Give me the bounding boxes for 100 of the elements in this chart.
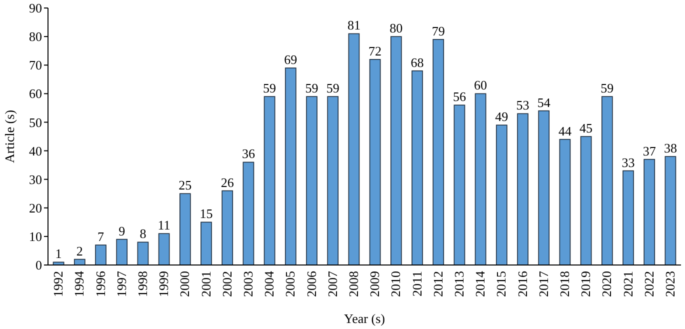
data-label: 59 [305,80,318,96]
x-tick-label: 2013 [451,271,466,297]
y-tick-label: 60 [29,86,42,102]
bar [559,138,571,266]
x-tick-label: 2014 [472,270,488,297]
x-tick-label: 2021 [620,271,636,297]
data-label: 9 [118,223,126,238]
x-tick-label: 2004 [262,270,277,297]
bar [432,39,444,266]
y-tick-label: 50 [29,114,42,130]
data-label: 59 [600,80,614,96]
data-label: 60 [474,78,488,93]
bar [306,96,318,266]
x-tick-label: 2006 [304,270,319,297]
x-tick-label: 1996 [92,270,108,297]
bar [284,68,296,266]
bar [222,190,234,266]
data-label: 37 [642,143,656,158]
x-tick-label: 2018 [556,271,572,297]
bar [116,238,128,266]
y-tick-label: 30 [29,172,42,187]
x-tick-label: 2000 [177,271,192,297]
x-tick-label: 1992 [50,271,66,297]
data-label: 56 [452,89,466,104]
bar [664,156,676,266]
bar [95,244,106,266]
data-label: 81 [347,18,360,33]
data-label: 54 [537,94,551,110]
bar [200,222,212,266]
data-label: 8 [140,226,146,242]
data-label: 69 [284,52,298,67]
bar [580,136,592,266]
bar [412,70,423,266]
x-tick-label: 2019 [578,271,594,297]
data-label: 45 [580,120,593,136]
x-tick-label: 2022 [641,271,656,297]
bar [158,233,170,266]
data-label: 38 [664,140,677,156]
y-tick-label: 0 [36,258,42,273]
data-label: 68 [410,54,424,70]
bar [496,124,508,266]
x-tick-label: 2016 [514,270,530,297]
x-tick-label: 1998 [134,271,150,297]
data-label: 2 [76,243,83,258]
bar [538,110,550,266]
x-tick-label: 2023 [662,271,678,297]
data-label: 33 [622,154,635,170]
x-tick-label: 2001 [198,271,214,297]
bar [454,104,466,266]
x-tick-label: 2009 [367,271,382,297]
y-tick-label: 20 [29,200,42,216]
bar [601,96,613,266]
bar [264,96,276,266]
bar [644,158,656,266]
bar [474,93,486,266]
bar [137,242,149,266]
x-tick-label: 2020 [599,271,614,297]
data-label: 53 [516,98,530,113]
x-tick-label: 1999 [156,271,172,297]
x-tick-label: 2011 [409,271,424,297]
x-tick-label: 2015 [494,271,509,297]
x-tick-label: 2010 [388,271,404,297]
bar [369,59,381,266]
x-tick-label: 1994 [72,270,87,297]
y-tick-label: 90 [29,0,42,16]
data-label: 11 [158,218,170,233]
x-tick-label: 2008 [346,271,361,297]
data-label: 15 [200,206,213,222]
y-axis-title: Article (s) [2,110,17,164]
data-label: 49 [495,109,508,124]
data-label: 79 [432,23,445,38]
y-tick-label: 10 [29,228,42,244]
data-label: 80 [390,20,403,36]
x-tick-label: 2012 [430,271,446,297]
y-tick-label: 70 [29,58,42,73]
y-tick-label: 80 [29,29,42,44]
y-tick-label: 40 [29,143,42,158]
data-label: 36 [242,146,256,162]
data-label: 59 [326,80,340,96]
data-label: 7 [98,229,104,244]
bar [390,36,402,266]
bar [242,162,254,266]
x-tick-label: 2005 [282,271,298,297]
x-tick-label: 2002 [219,271,234,297]
bar [622,170,634,266]
x-axis-title: Year (s) [344,311,385,326]
data-label: 25 [178,178,192,193]
data-label: 59 [263,80,276,96]
bar [517,113,528,266]
bar [179,193,191,266]
data-label: 72 [368,43,382,58]
data-label: 1 [55,246,62,262]
x-tick-label: 1997 [114,270,129,297]
x-tick-label: 2003 [240,271,256,297]
data-label: 26 [220,174,234,190]
bar [348,33,360,266]
data-label: 44 [558,123,572,138]
bar [327,96,339,266]
x-tick-label: 2017 [536,270,551,297]
x-tick-label: 2007 [324,270,340,297]
